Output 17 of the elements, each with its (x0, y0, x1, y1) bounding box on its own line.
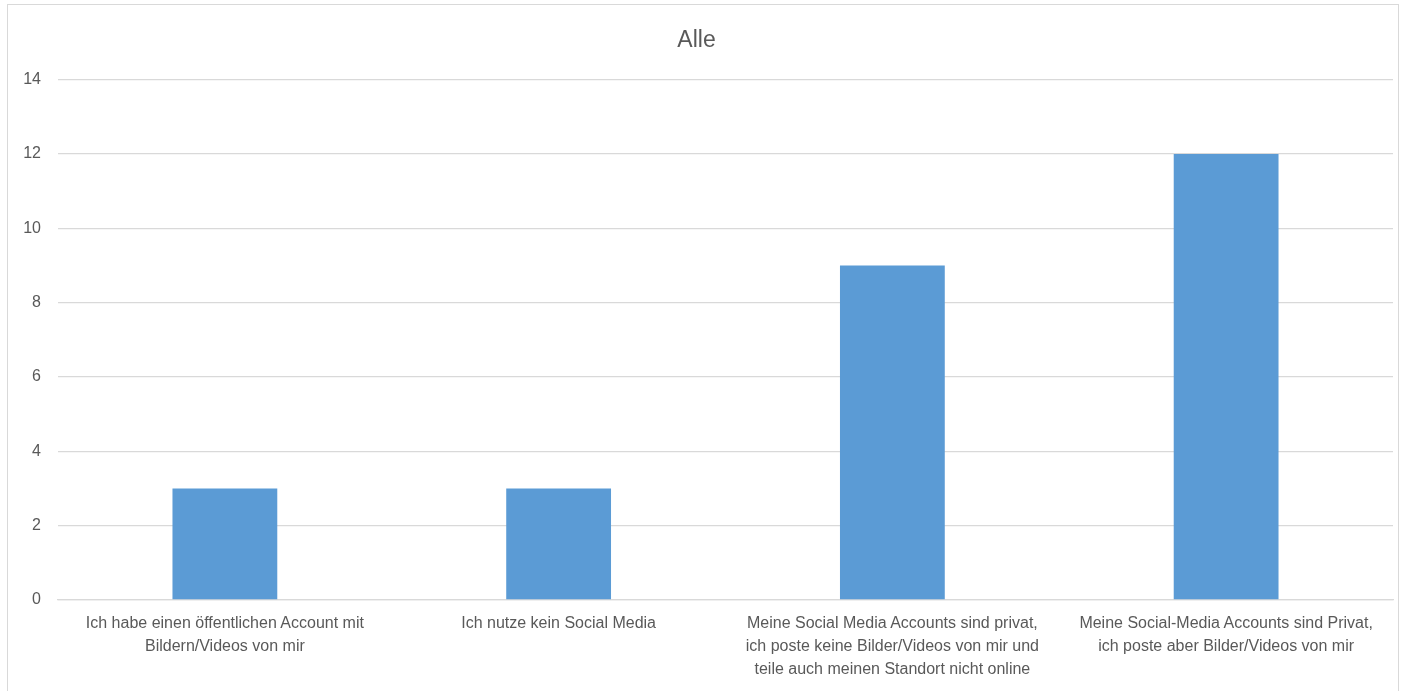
y-tick-label: 10 (23, 218, 42, 236)
bar (172, 488, 278, 600)
y-tick-label: 8 (32, 293, 42, 311)
x-tick-label: Ich nutze kein Social Media (461, 614, 657, 632)
y-tick-label: 2 (32, 516, 42, 534)
y-tick-label: 6 (32, 367, 42, 385)
y-tick-label: 14 (23, 70, 42, 88)
bar (839, 265, 945, 600)
x-tick-label: Meine Social Media Accounts sind privat, ich poste keine Bilder/Videos von mir und teile auch meinen Standort nicht online (745, 614, 1039, 678)
bar (506, 488, 612, 600)
chart-title: Alle (677, 26, 716, 53)
bar (1173, 153, 1279, 600)
y-tick-label: 0 (32, 590, 42, 608)
y-tick-label: 4 (32, 441, 42, 459)
x-tick-label: Meine Social-Media Accounts sind Privat, ich poste aber Bilder/Videos von mir (1079, 614, 1373, 655)
y-tick-label: 12 (23, 144, 42, 162)
x-tick-label: Ich habe einen öffentlichen Account mit Bildern/Videos von mir (85, 614, 365, 655)
